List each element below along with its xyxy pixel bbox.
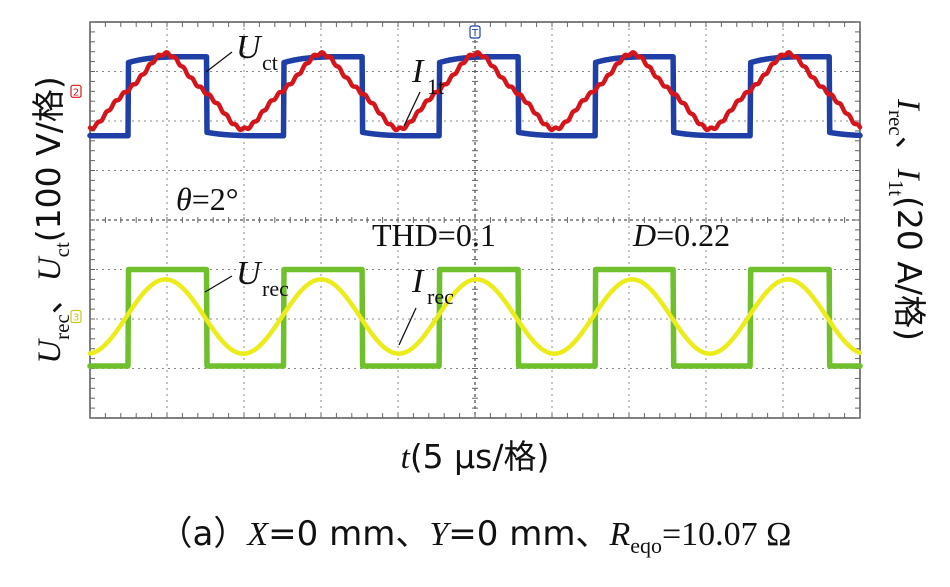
ch-marker-I1t-text: 2 <box>73 87 79 98</box>
label-Uct: U ct <box>205 29 278 75</box>
trace-I_1t <box>87 50 863 133</box>
label-Uct-main: U <box>236 29 263 66</box>
ch-marker-Urec-text: 3 <box>73 313 79 324</box>
label-Irec-sub: rec <box>427 284 454 309</box>
trace-I_rec <box>87 277 863 356</box>
annotation-thd: THD=0.1 <box>372 217 496 253</box>
x-axis-label: t(5 μs/格) <box>401 437 550 476</box>
ch-marker-I1t: 2 <box>70 84 82 98</box>
label-Irec-main: I <box>411 263 425 300</box>
label-I1t-main: I <box>411 53 425 90</box>
ch-marker-trigger-box <box>469 25 481 39</box>
annotation-theta: θ=2° <box>176 181 239 217</box>
label-Uct-sub: ct <box>262 50 278 75</box>
trace-U_rec <box>87 266 863 369</box>
ch-marker-Urec: 3 <box>70 309 82 324</box>
label-I1t: I 1t <box>403 53 444 127</box>
figure-caption: （a）X=0 mm、Y=0 mm、Reqo=10.07 Ω <box>159 514 792 558</box>
y-axis-left-label: Urec、Uct(100 V/格) <box>29 76 74 363</box>
ch-marker-I1t-box <box>70 84 82 98</box>
label-I1t-sub: 1t <box>427 74 444 99</box>
y-axis-right-label: Irec、I1t(20 A/格) <box>884 98 929 341</box>
traces <box>87 50 863 369</box>
ch-marker-trigger: T <box>469 25 481 39</box>
ch-marker-trigger-text: T <box>471 28 479 39</box>
ch-marker-Urec-box <box>70 309 82 324</box>
label-Irec: I rec <box>398 263 454 346</box>
label-Urec: U rec <box>204 255 289 301</box>
label-Urec-main: U <box>236 255 263 292</box>
label-Urec-sub: rec <box>262 276 289 301</box>
channel-markers: 2 3 T <box>70 25 481 324</box>
plot-grid <box>89 21 861 419</box>
annotation-duty: D=0.22 <box>632 217 730 253</box>
